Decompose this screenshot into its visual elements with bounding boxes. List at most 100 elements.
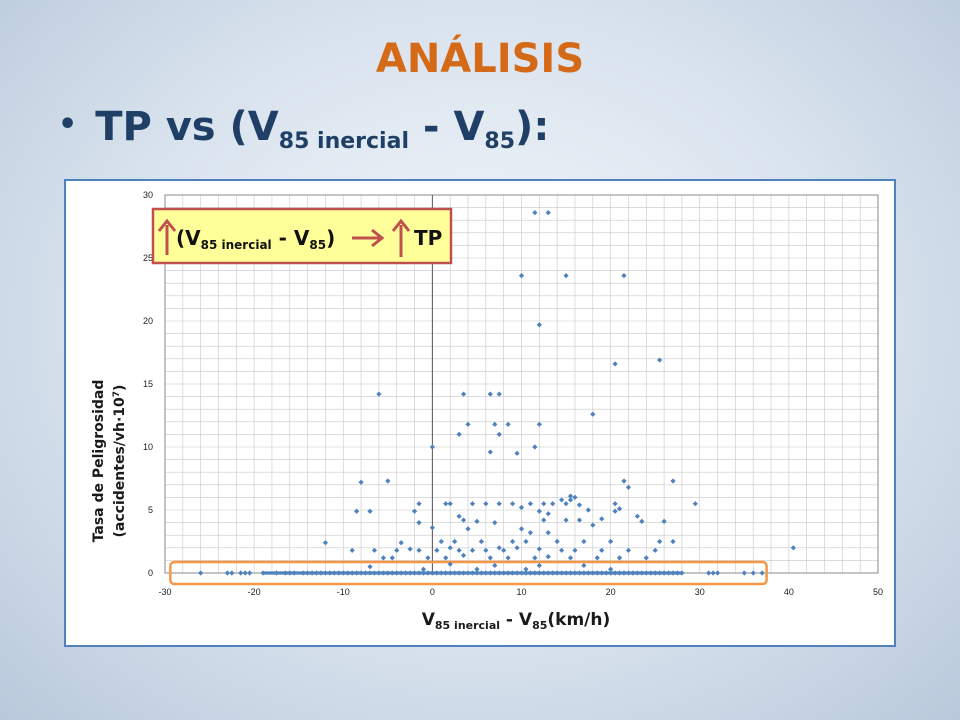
data-point — [496, 501, 502, 507]
data-point — [532, 210, 538, 216]
data-point — [532, 555, 538, 561]
data-point — [496, 545, 502, 551]
data-point — [518, 273, 525, 279]
data-point — [639, 518, 645, 524]
bullet-text-main: TP vs (V — [95, 104, 279, 150]
x-axis-label: V85 inercial - V85(km/h) — [422, 610, 611, 632]
data-point — [523, 566, 529, 572]
data-point — [367, 564, 373, 570]
data-point — [505, 421, 511, 427]
data-point — [429, 444, 435, 450]
data-point — [545, 511, 551, 517]
data-point — [425, 555, 431, 561]
data-point — [541, 517, 547, 523]
data-point — [612, 508, 618, 514]
data-point — [514, 545, 520, 551]
data-point — [545, 554, 551, 560]
y-tick-label: 5 — [148, 505, 153, 515]
data-point — [447, 501, 453, 507]
data-points — [198, 210, 796, 576]
data-point — [536, 322, 542, 328]
data-point — [621, 273, 627, 279]
data-point — [625, 547, 632, 553]
data-point — [487, 391, 493, 397]
data-point — [545, 210, 551, 216]
data-point — [706, 570, 712, 576]
data-point — [657, 538, 663, 545]
data-point — [536, 562, 542, 569]
data-point — [469, 501, 476, 507]
y-tick-label: 0 — [148, 568, 153, 578]
data-point — [670, 538, 676, 545]
data-point — [536, 508, 542, 514]
data-point — [478, 538, 484, 545]
data-point — [572, 547, 578, 553]
data-point — [416, 501, 422, 507]
data-point — [322, 540, 329, 546]
data-point — [460, 517, 467, 523]
data-point — [563, 517, 569, 523]
data-point — [661, 518, 667, 524]
data-point — [371, 547, 378, 553]
x-tick-label: 0 — [430, 587, 435, 597]
data-point — [434, 547, 440, 553]
data-point — [518, 526, 525, 532]
y-tick-label: 25 — [143, 253, 153, 263]
data-point — [443, 555, 449, 561]
data-point — [389, 555, 395, 561]
data-point — [527, 501, 534, 507]
data-point — [616, 555, 623, 561]
data-point — [460, 552, 467, 558]
data-point — [385, 478, 391, 484]
data-point — [710, 570, 716, 576]
data-point — [590, 522, 596, 528]
slide-title: ANÁLISIS — [375, 36, 585, 82]
bullet-sub-85: 85 — [484, 129, 516, 154]
zero-band-highlight — [169, 560, 768, 586]
data-point — [741, 570, 747, 576]
data-point — [487, 555, 493, 561]
up-arrow-icon — [157, 218, 177, 255]
data-point — [576, 502, 583, 508]
data-point — [238, 570, 244, 576]
bullet-text-end: ): — [515, 104, 550, 150]
data-point — [536, 546, 542, 552]
data-point — [460, 391, 467, 397]
data-point — [492, 520, 498, 526]
data-point — [474, 566, 480, 572]
data-point — [358, 479, 364, 485]
data-point — [612, 501, 618, 507]
annotation-expression: (V85 inercial - V85) — [176, 226, 335, 252]
x-tick-label: 20 — [606, 587, 616, 597]
right-arrow-icon — [352, 228, 385, 248]
x-tick-labels: -30 -20 -10 0 10 20 30 40 50 — [158, 587, 883, 597]
bullet-dot: • — [58, 107, 78, 142]
y-axis-label-line2: (accidentes/vh·107) — [112, 385, 128, 538]
data-point — [581, 562, 587, 569]
data-point — [367, 508, 373, 514]
data-point — [380, 555, 386, 561]
data-point — [563, 501, 569, 507]
data-point — [224, 570, 230, 576]
data-point — [354, 508, 360, 514]
data-point — [567, 493, 574, 499]
trend-annotation: (V85 inercial - V85) TP — [151, 207, 453, 265]
data-point — [616, 506, 623, 512]
data-point — [532, 444, 538, 450]
data-point — [759, 570, 765, 576]
data-point — [407, 546, 413, 552]
data-point — [554, 538, 560, 545]
data-point — [469, 547, 476, 553]
data-point — [496, 431, 502, 437]
data-point — [652, 547, 658, 553]
data-point — [559, 547, 565, 553]
chart-frame: -30 -20 -10 0 10 20 30 40 50 0 5 10 15 20 25 30 Tasa d… — [64, 179, 896, 647]
data-point — [581, 538, 587, 545]
y-tick-label: 20 — [143, 316, 153, 326]
data-point — [536, 421, 542, 427]
data-point — [545, 530, 551, 536]
data-point — [492, 421, 498, 427]
data-point — [452, 538, 458, 545]
data-point — [501, 547, 507, 553]
data-point — [625, 484, 632, 490]
